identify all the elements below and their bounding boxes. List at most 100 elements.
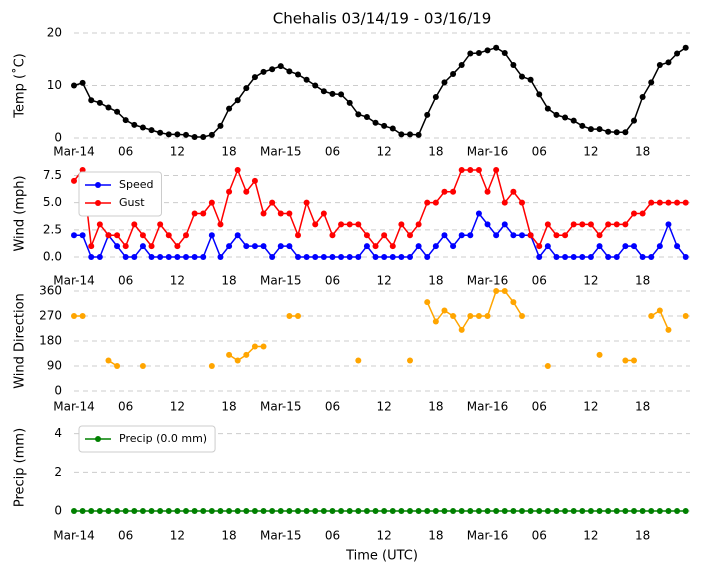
data-point [424,111,431,118]
data-point [648,79,655,86]
data-point [234,97,241,104]
data-point [553,254,560,260]
data-point [484,47,491,54]
x-tick-label: 18 [428,529,443,543]
data-point [269,254,276,260]
data-point [355,221,362,228]
data-point [131,121,138,128]
x-tick-label: 12 [583,274,598,288]
data-point [122,254,129,260]
data-point [493,44,500,51]
data-point [631,357,637,364]
data-point [88,254,95,260]
data-point [415,508,422,514]
x-tick-label: 06 [532,274,547,288]
data-point [682,313,689,319]
legend-label: Precip (0.0 mm) [119,432,207,445]
data-point [493,288,500,294]
data-point [260,243,267,250]
legend: Speed Gust [78,171,162,217]
data-point [613,508,620,514]
data-point [208,232,215,239]
data-point [501,199,508,206]
data-point [389,243,396,250]
x-tick-label: Mar-16 [467,274,508,288]
data-point [407,131,413,138]
data-point [320,210,327,217]
data-point [553,111,560,118]
data-point [234,232,241,239]
data-point [424,299,431,306]
data-point [656,62,663,69]
legend-marker [95,200,101,206]
data-point [372,254,379,260]
data-point [493,167,500,173]
data-point [234,357,241,364]
data-point [346,99,353,106]
data-point [527,508,534,514]
data-point [519,232,525,239]
data-point [122,508,129,514]
chart-title: Chehalis 03/14/19 - 03/16/19 [273,10,492,28]
data-point [191,254,198,260]
data-point [183,508,189,514]
data-point [71,508,77,514]
data-point [544,508,551,514]
data-point [570,508,577,514]
data-point [114,243,121,250]
data-point [415,221,422,228]
data-point [251,343,258,350]
data-point [355,508,362,514]
data-point [389,508,396,514]
legend-label: Gust [119,196,145,209]
data-point [389,125,396,132]
y-tick-label: 4 [54,426,62,440]
data-point [114,108,121,115]
data-point [484,188,491,195]
legend-label: Speed [119,178,153,191]
data-point [467,167,474,173]
data-point [346,221,353,228]
data-point [544,363,551,369]
x-tick-label: 06 [118,529,133,543]
data-point [226,508,233,514]
x-tick-label: 18 [221,145,236,159]
data-point [217,508,224,514]
data-point [243,351,250,358]
data-point [165,254,172,260]
data-point [682,44,689,51]
data-point [450,70,457,77]
data-point [320,254,327,260]
data-point [165,508,172,514]
data-point [260,508,267,514]
x-tick-label: 12 [377,274,392,288]
data-point [475,313,482,319]
data-point [562,232,569,239]
data-point [622,508,629,514]
data-point [312,221,319,228]
data-point [501,508,508,514]
data-point [493,232,500,239]
data-point [648,313,655,319]
data-point [501,221,508,228]
data-point [96,221,103,228]
data-point [622,243,629,250]
data-point [79,508,86,514]
data-point [139,243,146,250]
data-point [88,508,95,514]
data-point [243,188,250,195]
y-tick-label: 7.5 [43,168,62,182]
data-point [631,117,637,124]
data-point [88,243,95,250]
data-point [217,122,224,129]
data-point [363,508,370,514]
data-point [226,243,233,250]
data-point [139,124,146,131]
data-point [148,127,155,134]
x-tick-label: 06 [325,274,340,288]
x-tick-label: 18 [635,400,650,414]
data-point [260,210,267,217]
y-tick-label: 0 [54,504,62,518]
data-point [536,243,543,250]
data-point [605,254,612,260]
